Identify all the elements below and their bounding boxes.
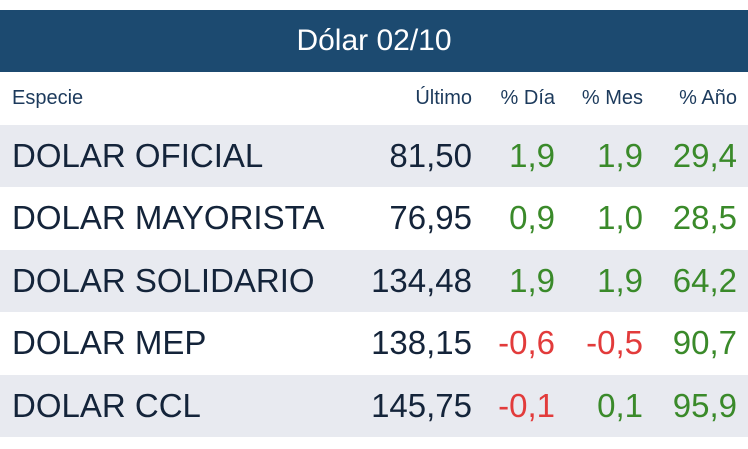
value-cell: -0,5 (586, 324, 643, 362)
value-cell: 29,4 (672, 137, 737, 174)
value-cell: 28,5 (672, 199, 737, 237)
column-header: Último (415, 87, 472, 109)
value-cell: 64,2 (672, 261, 737, 299)
value-cell: -0,6 (498, 324, 555, 362)
column-header: % Mes (581, 87, 643, 109)
value-cell: 145,75 (371, 386, 472, 424)
instrument-name: DOLAR MAYORISTA (12, 199, 325, 237)
table-row: DOLAR MAYORISTA 76,95 0,9 1,0 28,5 (0, 187, 748, 249)
value-cell: 138,15 (371, 324, 472, 362)
column-header: Especie (12, 87, 84, 109)
value-cell: 1,0 (597, 199, 643, 237)
value-cell: 81,50 (389, 137, 472, 174)
instrument-name: DOLAR CCL (12, 386, 201, 424)
value-cell: 1,9 (597, 137, 643, 174)
column-header: % Día (500, 87, 555, 109)
value-cell: 76,95 (389, 199, 472, 237)
value-cell: 0,1 (597, 386, 643, 424)
instrument-name: DOLAR SOLIDARIO (12, 261, 315, 299)
table-row: DOLAR SOLIDARIO 134,48 1,9 1,9 64,2 (0, 249, 748, 312)
value-cell: 0,9 (509, 199, 555, 237)
table-row: DOLAR OFICIAL 81,50 1,9 1,9 29,4 (0, 125, 748, 187)
instrument-name: DOLAR OFICIAL (12, 137, 264, 174)
instrument-name: DOLAR MEP (12, 324, 207, 362)
table-row: DOLAR MEP 138,15 -0,6 -0,5 90,7 (0, 312, 748, 374)
column-header: % Año (679, 87, 737, 109)
value-cell: 134,48 (371, 261, 472, 299)
value-cell: -0,1 (498, 386, 555, 424)
table-row: DOLAR CCL 145,75 -0,1 0,1 95,9 (0, 374, 748, 437)
value-cell: 1,9 (509, 261, 555, 299)
value-cell: 95,9 (672, 386, 737, 424)
header-row: Especie Último % Día % Mes % Año (0, 72, 748, 125)
value-cell: 1,9 (597, 261, 643, 299)
value-cell: 1,9 (509, 137, 555, 174)
table-title: Dólar 02/10 (0, 10, 748, 72)
value-cell: 90,7 (672, 324, 737, 362)
